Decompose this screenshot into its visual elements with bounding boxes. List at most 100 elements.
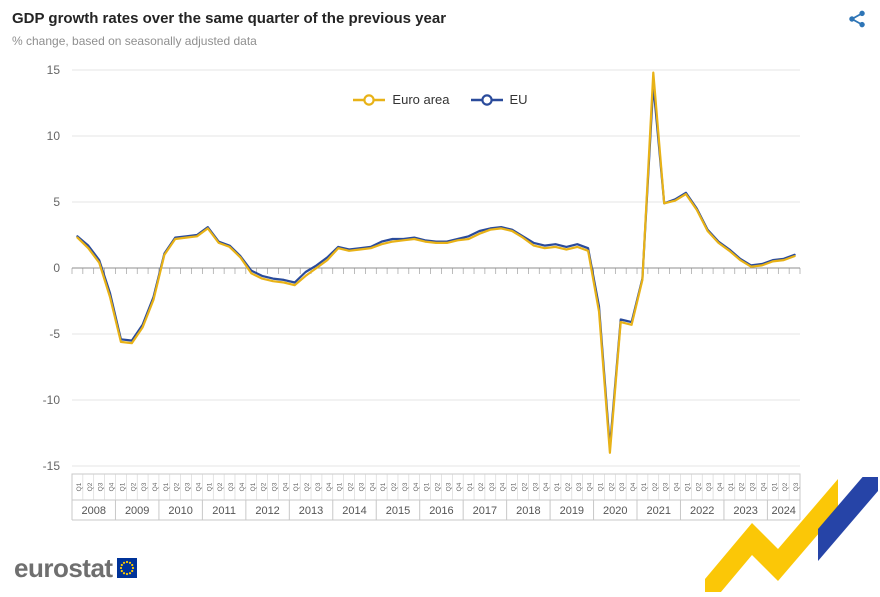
- eurostat-logo-text: eurostat: [14, 553, 113, 583]
- svg-text:Q1: Q1: [337, 482, 344, 491]
- svg-text:2021: 2021: [647, 505, 671, 517]
- svg-text:Q2: Q2: [304, 482, 311, 491]
- svg-text:Q2: Q2: [521, 482, 528, 491]
- svg-text:Q1: Q1: [641, 482, 648, 491]
- svg-text:Q2: Q2: [217, 482, 224, 491]
- chart-header: GDP growth rates over the same quarter o…: [12, 10, 840, 48]
- svg-text:Q2: Q2: [565, 482, 572, 491]
- svg-text:Q1: Q1: [684, 482, 691, 491]
- svg-text:Q4: Q4: [196, 482, 203, 491]
- svg-text:2018: 2018: [516, 505, 540, 517]
- svg-text:Q1: Q1: [206, 482, 213, 491]
- svg-text:Q1: Q1: [598, 482, 605, 491]
- svg-text:Q2: Q2: [130, 482, 137, 491]
- legend-marker-icon: [470, 93, 503, 106]
- svg-text:Q3: Q3: [315, 482, 322, 491]
- svg-text:Q1: Q1: [76, 482, 83, 491]
- svg-text:2023: 2023: [733, 505, 757, 517]
- share-icon-glyph: [849, 10, 865, 28]
- svg-text:Q3: Q3: [358, 482, 365, 491]
- chart-legend: Euro area EU: [0, 92, 880, 107]
- svg-text:2022: 2022: [690, 505, 714, 517]
- svg-text:Q3: Q3: [228, 482, 235, 491]
- svg-text:Q2: Q2: [435, 482, 442, 491]
- svg-text:Q1: Q1: [293, 482, 300, 491]
- legend-marker-icon: [353, 93, 386, 106]
- svg-text:Q4: Q4: [369, 482, 376, 491]
- svg-text:Q1: Q1: [771, 482, 778, 491]
- svg-text:-10: -10: [43, 393, 61, 407]
- svg-text:Q2: Q2: [174, 482, 181, 491]
- svg-text:Q4: Q4: [717, 482, 724, 491]
- svg-text:Q2: Q2: [261, 482, 268, 491]
- svg-text:2014: 2014: [342, 505, 366, 517]
- eu-flag-icon: [116, 558, 137, 578]
- svg-text:Q1: Q1: [163, 482, 170, 491]
- svg-text:Q2: Q2: [782, 482, 789, 491]
- svg-text:Q4: Q4: [239, 482, 246, 491]
- chart-area: -15 -10 -5 0 5 10 15 Q1 Q2 Q3 Q4 Q1 Q2 Q3 Q4 Q1 Q2 Q3 Q4 Q1…: [0, 56, 880, 542]
- svg-text:2015: 2015: [386, 505, 410, 517]
- svg-text:Q1: Q1: [467, 482, 474, 491]
- eurostat-motif-shapes: [705, 459, 878, 597]
- svg-text:Q3: Q3: [489, 482, 496, 491]
- legend-label: Euro area: [392, 92, 450, 107]
- svg-text:5: 5: [53, 195, 60, 209]
- svg-text:Q3: Q3: [272, 482, 279, 491]
- svg-text:Q3: Q3: [98, 482, 105, 491]
- svg-text:Q3: Q3: [750, 482, 757, 491]
- page-title: GDP growth rates over the same quarter o…: [12, 10, 447, 27]
- svg-text:Q2: Q2: [739, 482, 746, 491]
- svg-text:Q3: Q3: [706, 482, 713, 491]
- eurostat-motif-icon: [690, 459, 880, 597]
- svg-text:Q4: Q4: [630, 482, 637, 491]
- eurostat-logo: eurostat: [14, 555, 137, 581]
- svg-text:Q2: Q2: [348, 482, 355, 491]
- svg-text:2019: 2019: [560, 505, 584, 517]
- svg-text:Q4: Q4: [456, 482, 463, 491]
- svg-text:Q4: Q4: [761, 482, 768, 491]
- legend-item-euro-area[interactable]: Euro area: [352, 92, 450, 107]
- svg-text:Q3: Q3: [402, 482, 409, 491]
- svg-text:2011: 2011: [212, 505, 236, 517]
- svg-text:2013: 2013: [299, 505, 323, 517]
- svg-text:10: 10: [47, 129, 61, 143]
- svg-text:Q3: Q3: [619, 482, 626, 491]
- svg-text:2009: 2009: [125, 505, 149, 517]
- svg-text:Q3: Q3: [793, 482, 800, 491]
- legend-item-eu[interactable]: EU: [470, 92, 528, 107]
- svg-text:Q1: Q1: [250, 482, 257, 491]
- svg-text:Q4: Q4: [326, 482, 333, 491]
- svg-text:Q2: Q2: [391, 482, 398, 491]
- svg-text:-5: -5: [49, 327, 60, 341]
- svg-text:Q1: Q1: [554, 482, 561, 491]
- svg-text:Q2: Q2: [652, 482, 659, 491]
- svg-text:2012: 2012: [255, 505, 279, 517]
- svg-text:Q3: Q3: [532, 482, 539, 491]
- svg-text:Q1: Q1: [119, 482, 126, 491]
- svg-text:2024: 2024: [771, 505, 795, 517]
- svg-text:Q2: Q2: [695, 482, 702, 491]
- svg-text:Q4: Q4: [282, 482, 289, 491]
- svg-text:2010: 2010: [168, 505, 192, 517]
- svg-text:Q2: Q2: [478, 482, 485, 491]
- svg-text:Q3: Q3: [185, 482, 192, 491]
- svg-text:Q2: Q2: [608, 482, 615, 491]
- svg-text:Q2: Q2: [87, 482, 94, 491]
- svg-text:-15: -15: [43, 459, 61, 473]
- svg-text:Q3: Q3: [576, 482, 583, 491]
- svg-text:2016: 2016: [429, 505, 453, 517]
- svg-text:Q3: Q3: [141, 482, 148, 491]
- legend-label: EU: [509, 92, 528, 107]
- svg-text:Q3: Q3: [445, 482, 452, 491]
- svg-text:Q1: Q1: [380, 482, 387, 491]
- svg-text:Q4: Q4: [543, 482, 550, 491]
- svg-text:Q4: Q4: [674, 482, 681, 491]
- svg-text:Q1: Q1: [511, 482, 518, 491]
- svg-text:2017: 2017: [473, 505, 497, 517]
- chart-subtitle: % change, based on seasonally adjusted d…: [12, 34, 257, 48]
- share-icon[interactable]: [848, 10, 866, 28]
- svg-text:2020: 2020: [603, 505, 627, 517]
